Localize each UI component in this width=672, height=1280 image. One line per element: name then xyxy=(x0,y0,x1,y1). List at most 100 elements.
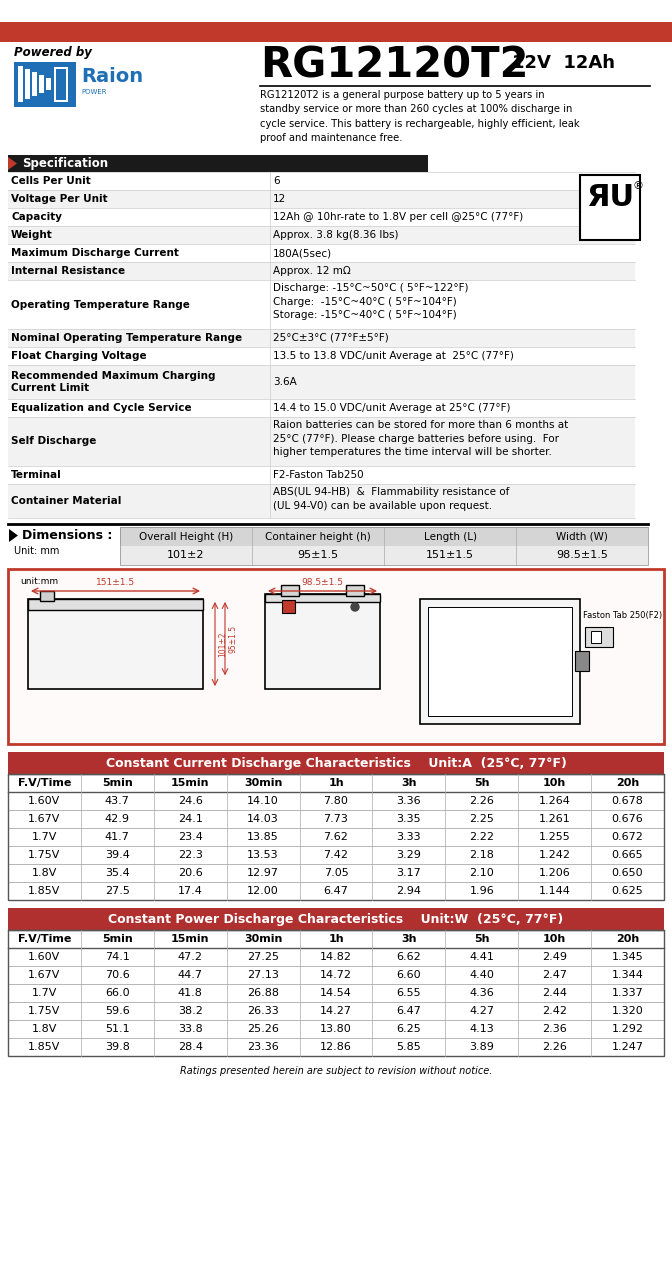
Bar xyxy=(580,175,640,241)
Text: Overall Height (H): Overall Height (H) xyxy=(139,531,233,541)
Bar xyxy=(8,227,635,244)
Text: 12.97: 12.97 xyxy=(247,868,279,878)
Text: 74.1: 74.1 xyxy=(105,952,130,963)
Text: 1.247: 1.247 xyxy=(612,1042,644,1052)
Text: 1.261: 1.261 xyxy=(539,814,571,824)
Text: 0.676: 0.676 xyxy=(612,814,643,824)
Bar xyxy=(46,78,51,90)
Bar xyxy=(8,908,664,931)
Text: 59.6: 59.6 xyxy=(105,1006,130,1016)
Text: 4.27: 4.27 xyxy=(469,1006,495,1016)
Text: 1.264: 1.264 xyxy=(539,796,571,806)
Bar xyxy=(8,262,635,280)
Text: 5h: 5h xyxy=(474,778,489,788)
Text: 26.88: 26.88 xyxy=(247,988,279,998)
Text: 13.80: 13.80 xyxy=(320,1024,352,1034)
Text: 6.55: 6.55 xyxy=(396,988,421,998)
Text: 101±2: 101±2 xyxy=(167,550,205,561)
Bar xyxy=(120,527,648,564)
Text: Float Charging Voltage: Float Charging Voltage xyxy=(11,351,146,361)
Text: 20h: 20h xyxy=(616,934,639,945)
Text: 1.8V: 1.8V xyxy=(32,868,57,878)
Text: 2.10: 2.10 xyxy=(470,868,494,878)
Text: 5.85: 5.85 xyxy=(396,1042,421,1052)
Text: 13.53: 13.53 xyxy=(247,850,279,860)
Text: 43.7: 43.7 xyxy=(105,796,130,806)
Text: 10h: 10h xyxy=(543,934,566,945)
Text: Powered by: Powered by xyxy=(14,46,92,59)
Text: Approx. 3.8 kg(8.36 lbs): Approx. 3.8 kg(8.36 lbs) xyxy=(273,230,398,241)
Text: 4.40: 4.40 xyxy=(469,970,494,980)
Bar xyxy=(8,280,635,329)
Bar xyxy=(8,792,664,810)
Text: 39.4: 39.4 xyxy=(105,850,130,860)
Text: 5h: 5h xyxy=(474,934,489,945)
Text: 15min: 15min xyxy=(171,934,210,945)
Bar xyxy=(8,189,635,207)
Text: 151±1.5: 151±1.5 xyxy=(426,550,474,561)
Text: 14.54: 14.54 xyxy=(320,988,352,998)
Bar xyxy=(282,600,295,613)
Text: 12V  12Ah: 12V 12Ah xyxy=(512,54,615,72)
Text: 7.42: 7.42 xyxy=(323,850,349,860)
Text: 12.00: 12.00 xyxy=(247,886,279,896)
Text: 2.36: 2.36 xyxy=(542,1024,567,1034)
Text: 1h: 1h xyxy=(328,934,344,945)
Text: 1.60V: 1.60V xyxy=(28,796,60,806)
Bar xyxy=(8,399,635,417)
Bar xyxy=(281,585,299,596)
Text: 14.03: 14.03 xyxy=(247,814,279,824)
Text: 25°C±3°C (77°F±5°F): 25°C±3°C (77°F±5°F) xyxy=(273,333,388,343)
Text: ЯU: ЯU xyxy=(586,183,634,212)
Text: 1.320: 1.320 xyxy=(612,1006,643,1016)
Bar xyxy=(8,931,664,1056)
Text: Width (W): Width (W) xyxy=(556,531,608,541)
Text: 47.2: 47.2 xyxy=(177,952,203,963)
Text: 30min: 30min xyxy=(244,778,282,788)
Bar xyxy=(265,594,380,689)
Text: 1.337: 1.337 xyxy=(612,988,643,998)
Text: 151±1.5: 151±1.5 xyxy=(96,579,135,588)
Text: 2.42: 2.42 xyxy=(542,1006,567,1016)
Text: 2.26: 2.26 xyxy=(542,1042,567,1052)
Text: 13.85: 13.85 xyxy=(247,832,279,842)
Text: 23.36: 23.36 xyxy=(247,1042,279,1052)
Bar xyxy=(8,810,664,828)
Text: 6.60: 6.60 xyxy=(396,970,421,980)
Text: 1.60V: 1.60V xyxy=(28,952,60,963)
Text: 28.4: 28.4 xyxy=(177,1042,203,1052)
Bar xyxy=(265,594,380,602)
Text: 4.13: 4.13 xyxy=(470,1024,494,1034)
Text: 51.1: 51.1 xyxy=(105,1024,130,1034)
Text: 1.85V: 1.85V xyxy=(28,886,60,896)
Text: 12: 12 xyxy=(273,195,286,204)
Text: 0.665: 0.665 xyxy=(612,850,643,860)
Text: 27.5: 27.5 xyxy=(105,886,130,896)
Text: 27.13: 27.13 xyxy=(247,970,279,980)
Text: 6.47: 6.47 xyxy=(396,1006,421,1016)
Text: 22.3: 22.3 xyxy=(178,850,203,860)
Text: 2.26: 2.26 xyxy=(469,796,494,806)
Bar xyxy=(40,591,54,602)
Text: F.V/Time: F.V/Time xyxy=(17,934,71,945)
Text: Internal Resistance: Internal Resistance xyxy=(11,266,125,276)
Text: Voltage Per Unit: Voltage Per Unit xyxy=(11,195,108,204)
Bar xyxy=(8,172,635,189)
Bar xyxy=(8,931,664,948)
Text: 180A(5sec): 180A(5sec) xyxy=(273,248,332,259)
Text: 14.27: 14.27 xyxy=(320,1006,352,1016)
Text: 3.29: 3.29 xyxy=(396,850,421,860)
Bar xyxy=(8,484,635,518)
Text: Self Discharge: Self Discharge xyxy=(11,436,96,447)
Bar xyxy=(8,828,664,846)
Text: 2.18: 2.18 xyxy=(469,850,494,860)
Text: 14.10: 14.10 xyxy=(247,796,279,806)
Text: 7.80: 7.80 xyxy=(323,796,349,806)
Text: 24.6: 24.6 xyxy=(178,796,203,806)
Text: POWER: POWER xyxy=(81,90,106,95)
Text: 1.7V: 1.7V xyxy=(32,988,57,998)
Text: 12Ah @ 10hr-rate to 1.8V per cell @25°C (77°F): 12Ah @ 10hr-rate to 1.8V per cell @25°C … xyxy=(273,212,523,221)
Text: 5min: 5min xyxy=(102,778,132,788)
Text: 3.33: 3.33 xyxy=(396,832,421,842)
Text: F2-Faston Tab250: F2-Faston Tab250 xyxy=(273,470,364,480)
